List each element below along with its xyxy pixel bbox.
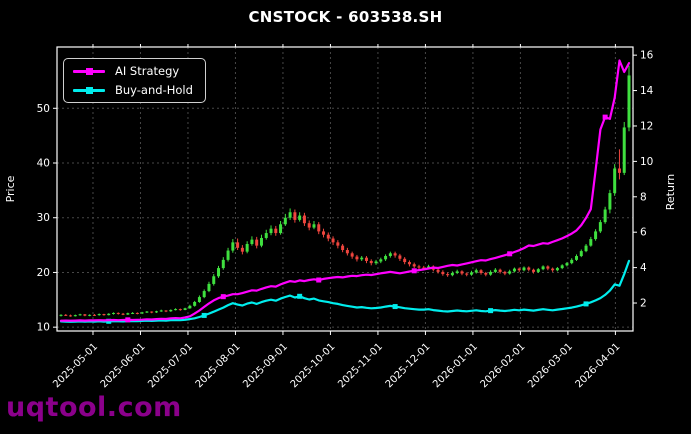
legend-item-buy-and-hold: Buy-and-Hold [73,83,193,97]
chart-title: CNSTOCK - 603538.SH [248,8,443,26]
svg-text:2: 2 [640,298,647,310]
svg-text:10: 10 [640,156,653,168]
legend-label-buy-and-hold: Buy-and-Hold [115,83,193,97]
price-axis-label: Price [4,175,17,202]
legend: AI Strategy Buy-and-Hold [63,58,206,103]
svg-text:2026-04-01: 2026-04-01 [574,341,623,390]
svg-text:30: 30 [37,212,50,224]
svg-text:14: 14 [640,85,654,97]
plot-border [56,46,634,332]
svg-text:4: 4 [640,262,647,274]
svg-text:50: 50 [37,103,50,115]
svg-text:2025-10-01: 2025-10-01 [289,341,338,390]
svg-text:12: 12 [640,120,653,132]
legend-label-ai-strategy: AI Strategy [115,64,180,78]
svg-text:2025-08-01: 2025-08-01 [194,341,243,390]
candlesticks [59,65,631,317]
svg-text:2026-03-01: 2026-03-01 [526,341,575,390]
svg-text:2025-12-01: 2025-12-01 [384,341,433,390]
svg-text:6: 6 [640,227,647,239]
series-buy-and-hold [59,259,631,324]
svg-text:2026-02-01: 2026-02-01 [479,341,528,390]
svg-text:8: 8 [640,191,647,203]
legend-item-ai-strategy: AI Strategy [73,64,193,78]
watermark: uqtool.com [6,392,182,423]
svg-text:2025-05-01: 2025-05-01 [51,341,100,390]
svg-text:10: 10 [37,322,50,334]
svg-text:2025-07-01: 2025-07-01 [146,341,195,390]
svg-text:2025-09-01: 2025-09-01 [241,341,290,390]
svg-text:2026-01-01: 2026-01-01 [431,341,480,390]
ai-strategy-line-swatch-icon [73,67,105,75]
svg-text:20: 20 [37,267,50,279]
svg-text:16: 16 [640,50,654,62]
svg-text:40: 40 [37,158,50,170]
buy-and-hold-line-swatch-icon [73,86,105,94]
svg-text:2025-11-01: 2025-11-01 [336,341,385,390]
series-ai-strategy [59,59,631,323]
svg-text:2025-06-01: 2025-06-01 [99,341,148,390]
return-axis-label: Return [664,174,677,211]
